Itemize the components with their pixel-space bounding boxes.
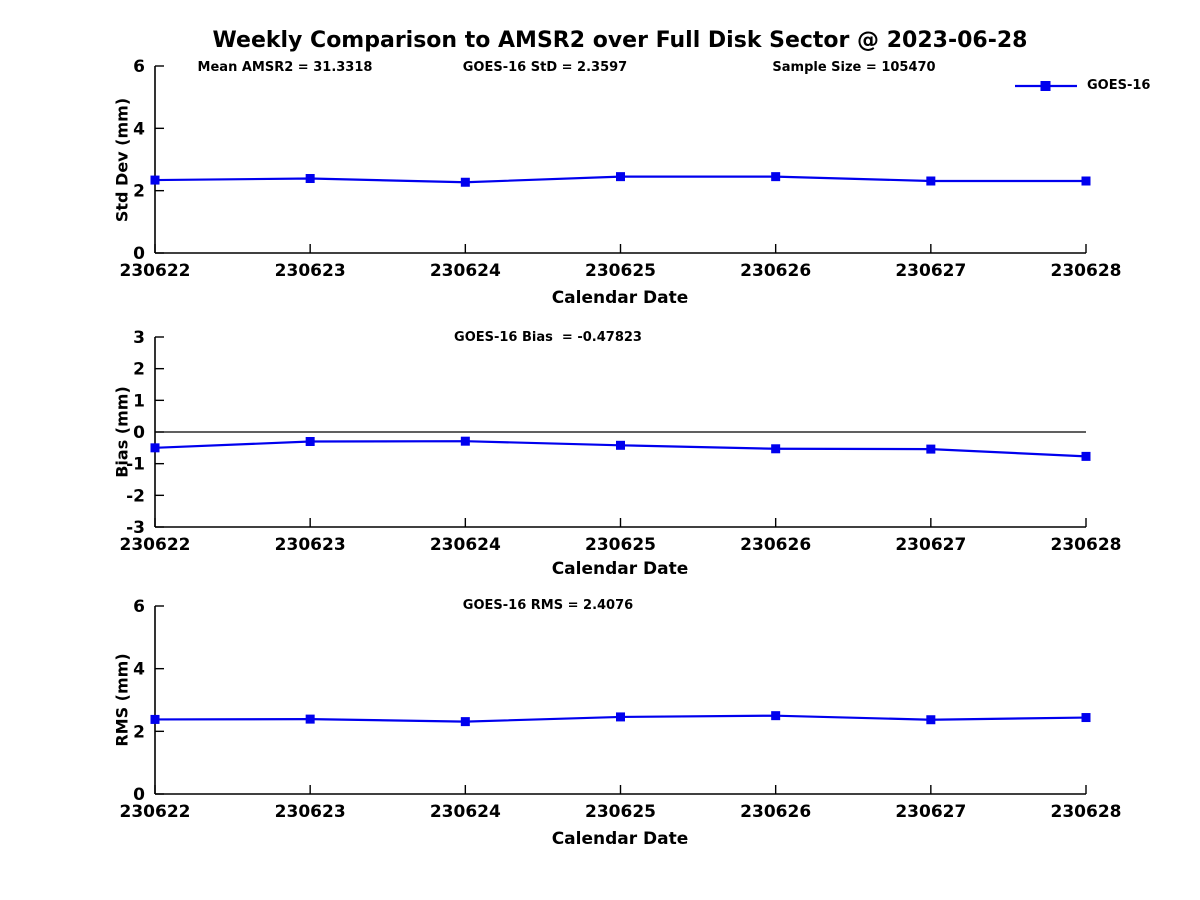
data-point-marker	[616, 712, 625, 722]
x-tick-label: 230625	[585, 802, 656, 822]
x-axis-label-bias: Calendar Date	[551, 559, 689, 579]
data-point-marker	[460, 436, 470, 446]
x-tick-label: 230626	[740, 535, 811, 555]
y-tick-label: 2	[133, 182, 145, 202]
x-tick-label: 230624	[430, 535, 501, 555]
legend-label: GOES-16	[1087, 78, 1151, 93]
x-tick-label: 230627	[895, 261, 966, 281]
legend: GOES-16	[1014, 78, 1150, 93]
annotation-goes16-rms: GOES-16 RMS = 2.4076	[462, 598, 634, 613]
annotation-goes16-std: GOES-16 StD = 2.3597	[462, 60, 628, 75]
x-tick-label: 230622	[120, 802, 191, 822]
data-point-marker	[150, 175, 160, 185]
x-tick-label: 230623	[275, 261, 346, 281]
y-tick-label: 4	[133, 119, 145, 139]
x-tick-label: 230627	[895, 802, 966, 822]
y-tick-label: -2	[126, 486, 145, 506]
data-point-marker	[305, 714, 315, 724]
y-tick-label: -3	[126, 518, 145, 538]
y-tick-label: 0	[133, 423, 145, 443]
data-point-marker	[616, 172, 625, 182]
x-tick-label: 230624	[430, 802, 501, 822]
data-point-marker	[616, 440, 625, 450]
data-point-marker	[926, 715, 936, 725]
y-axis-label-std-dev: Std Dev (mm)	[112, 97, 132, 223]
x-tick-label: 230624	[430, 261, 501, 281]
y-tick-label: 4	[133, 660, 145, 680]
data-point-marker	[305, 174, 315, 184]
y-tick-label: 3	[133, 328, 145, 348]
y-tick-label: 2	[133, 722, 145, 742]
data-point-marker	[460, 717, 470, 727]
y-tick-label: -1	[126, 455, 145, 475]
y-tick-label: 0	[133, 785, 145, 805]
x-tick-label: 230628	[1051, 535, 1122, 555]
data-point-marker	[305, 437, 315, 446]
data-point-marker	[460, 177, 470, 187]
annotation-sample-size: Sample Size = 105470	[772, 60, 936, 75]
y-tick-label: 1	[133, 391, 145, 411]
annotation-goes16-bias: GOES-16 Bias = -0.47823	[454, 330, 642, 345]
data-point-marker	[150, 714, 160, 724]
x-tick-label: 230625	[585, 535, 656, 555]
y-tick-label: 0	[133, 244, 145, 264]
data-point-marker	[926, 444, 936, 454]
y-tick-label: 6	[133, 57, 145, 77]
x-tick-label: 230628	[1051, 802, 1122, 822]
x-tick-label: 230622	[120, 261, 191, 281]
x-tick-label: 230626	[740, 261, 811, 281]
data-point-marker	[771, 711, 781, 721]
x-tick-label: 230623	[275, 802, 346, 822]
data-point-marker	[150, 443, 160, 453]
data-point-marker	[1081, 176, 1091, 186]
x-tick-label: 230626	[740, 802, 811, 822]
legend-line-marker-icon	[1015, 80, 1077, 91]
y-axis-label-bias: Bias (mm)	[112, 386, 132, 478]
y-tick-label: 6	[133, 597, 145, 617]
figure-title: Weekly Comparison to AMSR2 over Full Dis…	[212, 28, 1028, 53]
x-tick-label: 230628	[1051, 261, 1122, 281]
data-point-marker	[771, 444, 781, 454]
x-tick-label: 230625	[585, 261, 656, 281]
y-axis-label-rms: RMS (mm)	[112, 653, 132, 747]
x-axis-label-std-dev: Calendar Date	[551, 288, 689, 308]
x-tick-label: 230623	[275, 535, 346, 555]
x-tick-label: 230622	[120, 535, 191, 555]
x-axis-label-rms: Calendar Date	[551, 829, 689, 849]
data-point-marker	[771, 172, 781, 182]
data-point-marker	[1081, 451, 1091, 461]
data-point-marker	[926, 176, 936, 186]
annotation-mean-amsr2: Mean AMSR2 = 31.3318	[197, 60, 373, 75]
y-tick-label: 2	[133, 360, 145, 380]
x-tick-label: 230627	[895, 535, 966, 555]
data-point-marker	[1081, 713, 1091, 723]
